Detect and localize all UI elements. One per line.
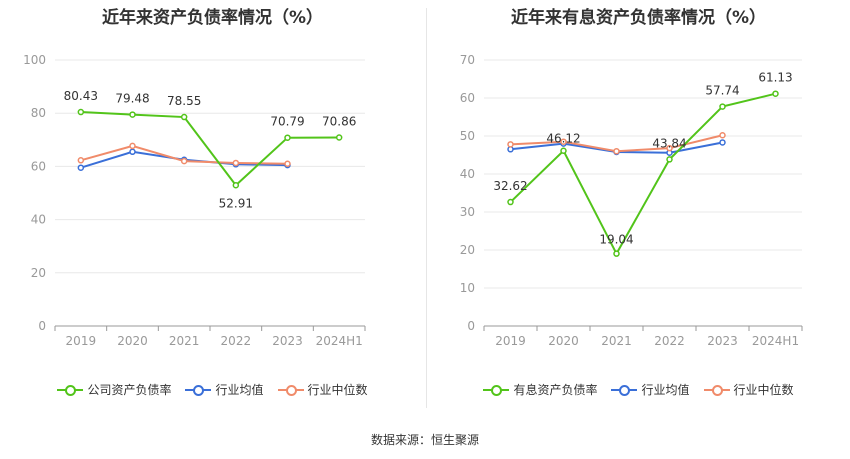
y-tick-label: 30 [460, 205, 475, 219]
legend-item[interactable]: 行业均值 [611, 381, 690, 398]
y-tick-label: 50 [460, 129, 475, 143]
legend-label: 行业中位数 [307, 383, 368, 397]
legend-label: 行业均值 [215, 383, 264, 397]
y-tick-label: 20 [460, 243, 475, 257]
data-label: 80.43 [64, 89, 98, 103]
data-point [719, 139, 726, 146]
y-tick-label: 40 [31, 213, 46, 227]
chart-title: 近年来资产负债率情况（%） [101, 8, 324, 28]
y-tick-label: 60 [460, 91, 475, 105]
data-label: 70.86 [322, 115, 356, 129]
y-tick-label: 0 [467, 319, 475, 333]
x-tick-label: 2024H1 [316, 334, 363, 348]
legend-marker-icon [483, 384, 510, 396]
legend-item[interactable]: 行业中位数 [277, 381, 368, 398]
chart-right: 近年来有息资产负债率情况（%） 0 10 20 30 40 50 60 70 2019 2020 2… [427, 0, 850, 420]
data-point [772, 90, 779, 97]
data-point [613, 250, 620, 257]
legend: 公司资产负债率 行业均值 行业中位数 [0, 381, 425, 398]
series-line [509, 92, 776, 256]
x-tick-label: 2021 [169, 334, 200, 348]
data-label: 19.04 [599, 233, 633, 247]
x-tick-label: 2019 [495, 334, 526, 348]
data-point [232, 159, 240, 167]
y-tick-label: 70 [460, 53, 475, 67]
y-tick-label: 60 [31, 159, 46, 173]
y-tick-label: 10 [460, 281, 475, 295]
data-point [560, 138, 567, 145]
y-tick-label: 80 [31, 106, 46, 120]
legend-label: 公司资产负债率 [87, 383, 172, 397]
legend-marker-icon [57, 384, 84, 396]
data-point [719, 131, 726, 139]
data-point [507, 198, 514, 206]
data-label: 46.12 [546, 132, 580, 146]
data-point [129, 148, 136, 156]
x-tick-label: 2022 [221, 334, 252, 348]
data-label: 52.91 [219, 196, 253, 210]
data-point [129, 142, 136, 150]
legend: 有息资产负债率 行业均值 行业中位数 [427, 381, 850, 398]
data-point [719, 103, 726, 110]
data-point [232, 182, 240, 189]
data-point [77, 157, 85, 164]
data-label: 78.55 [167, 94, 201, 108]
data-point [613, 147, 620, 155]
plot-area: 0 20 40 60 80 100 2019 2020 2021 2022 2023 2024H1 80… [23, 53, 366, 348]
data-source: 数据来源：恒生聚源 [370, 433, 479, 447]
data-label: 32.62 [493, 179, 527, 193]
data-point [180, 113, 188, 121]
chart-title: 近年来有息资产负债率情况（%） [510, 8, 767, 28]
data-point [284, 134, 291, 141]
data-point [666, 144, 673, 152]
y-tick-label: 40 [460, 167, 475, 181]
data-point [560, 147, 567, 154]
data-point [180, 157, 188, 165]
x-tick-label: 2023 [707, 334, 738, 348]
data-point [335, 134, 343, 141]
data-label: 43.84 [652, 136, 686, 150]
plot-area: 0 10 20 30 40 50 60 70 2019 2020 2021 2022 2023 2024H… [460, 53, 803, 348]
legend-label: 有息资产负债率 [513, 383, 598, 397]
data-point [77, 164, 85, 171]
data-point [77, 108, 85, 116]
y-tick-label: 20 [31, 266, 46, 280]
data-point [129, 111, 136, 118]
legend-marker-icon [185, 384, 212, 396]
chart-left: 近年来资产负债率情况（%） 0 20 40 60 80 100 2019 2020 2021 20… [0, 0, 425, 420]
data-label: 57.74 [705, 84, 739, 98]
legend-marker-icon [277, 384, 304, 396]
x-tick-label: 2020 [117, 334, 148, 348]
x-tick-label: 2022 [654, 334, 685, 348]
x-tick-label: 2020 [548, 334, 579, 348]
panel-divider [426, 8, 427, 408]
legend-item[interactable]: 行业均值 [185, 381, 264, 398]
data-label: 61.13 [758, 71, 792, 85]
legend-marker-icon [611, 384, 638, 396]
x-tick-label: 2024H1 [752, 334, 799, 348]
legend-label: 行业中位数 [733, 383, 794, 397]
legend-item[interactable]: 有息资产负债率 [483, 381, 597, 398]
data-label: 79.48 [115, 92, 149, 106]
x-tick-label: 2021 [601, 334, 632, 348]
legend-marker-icon [703, 384, 730, 396]
x-tick-label: 2023 [272, 334, 303, 348]
series-line [80, 111, 340, 187]
legend-label: 行业均值 [641, 383, 690, 397]
data-label: 70.79 [270, 115, 304, 129]
legend-item[interactable]: 行业中位数 [703, 381, 794, 398]
legend-item[interactable]: 公司资产负债率 [57, 381, 171, 398]
y-tick-label: 0 [38, 319, 46, 333]
data-point [507, 141, 514, 148]
data-point [284, 160, 291, 167]
x-tick-label: 2019 [66, 334, 97, 348]
data-point [666, 156, 673, 163]
y-tick-label: 100 [23, 53, 46, 67]
